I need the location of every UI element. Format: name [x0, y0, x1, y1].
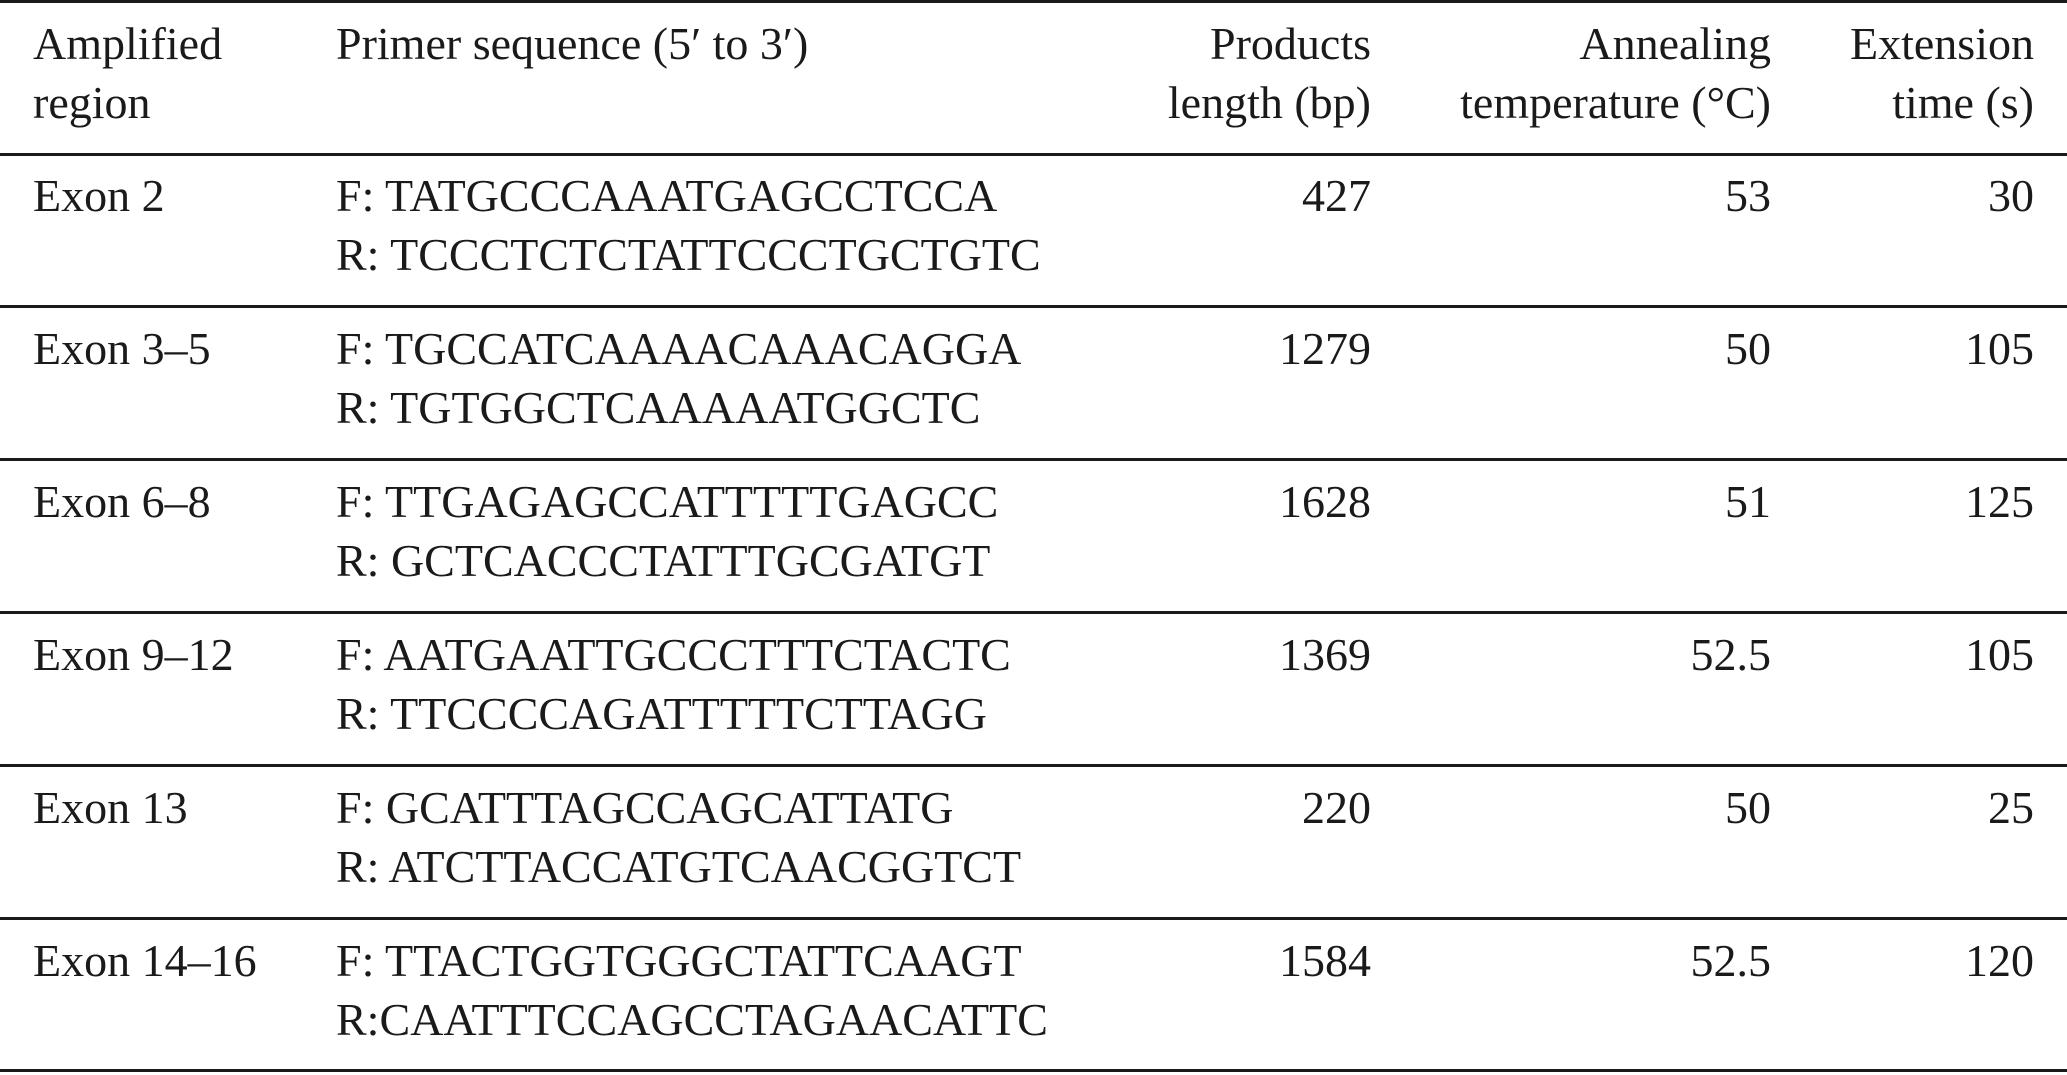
table-bottom-rule	[0, 1069, 2067, 1072]
row-0-region: Exon 2	[33, 170, 165, 221]
table-top-rule	[0, 0, 2067, 3]
row-rule	[0, 458, 2067, 461]
forward-primer: F: TATGCCCAAATGAGCCTCCA	[336, 170, 998, 221]
row-1-primers: F: TGCCATCAAAACAAACAGGA R: TGTGGCTCAAAAA…	[336, 319, 1021, 437]
reverse-primer: R: TCCCTCTCTATTCCCTGCTGTC	[336, 229, 1041, 280]
row-0-primers: F: TATGCCCAAATGAGCCTCCA R: TCCCTCTCTATTC…	[336, 166, 1041, 284]
header-region: Amplified region	[33, 18, 223, 128]
row-rule	[0, 917, 2067, 920]
reverse-primer: R: GCTCACCCTATTTGCGATGT	[336, 535, 991, 586]
row-3-length: 1369	[1279, 629, 1371, 680]
row-rule	[0, 305, 2067, 308]
row-2-region: Exon 6–8	[33, 476, 211, 527]
header-length: Products length (bp)	[1167, 18, 1371, 128]
reverse-primer: R: TGTGGCTCAAAAATGGCTC	[336, 382, 981, 433]
row-4-primers: F: GCATTTAGCCAGCATTATG R: ATCTTACCATGTCA…	[336, 778, 1021, 896]
row-5-length: 1584	[1279, 935, 1371, 986]
row-3-primers: F: AATGAATTGCCCTTTCTACTC R: TTCCCCAGATTT…	[336, 625, 1011, 743]
row-1-length: 1279	[1279, 323, 1371, 374]
row-0-annealing: 53	[1725, 170, 1771, 221]
forward-primer: F: TTGAGAGCCATTTTTGAGCC	[336, 476, 999, 527]
row-4-length: 220	[1302, 782, 1371, 833]
row-5-extension: 120	[1965, 935, 2034, 986]
forward-primer: F: GCATTTAGCCAGCATTATG	[336, 782, 954, 833]
row-2-primers: F: TTGAGAGCCATTTTTGAGCC R: GCTCACCCTATTT…	[336, 472, 998, 590]
row-2-annealing: 51	[1725, 476, 1771, 527]
row-4-region: Exon 13	[33, 782, 188, 833]
row-2-length: 1628	[1279, 476, 1371, 527]
reverse-primer: R: TTCCCCAGATTTTTCTTAGG	[336, 688, 987, 739]
header-primer: Primer sequence (5′ to 3′)	[336, 18, 809, 69]
row-5-region: Exon 14–16	[33, 935, 257, 986]
forward-primer: F: TTACTGGTGGGCTATTCAAGT	[336, 935, 1022, 986]
header-annealing: Annealing temperature (°C)	[1460, 18, 1771, 128]
header-extension: Extension time (s)	[1850, 18, 2034, 128]
row-5-primers: F: TTACTGGTGGGCTATTCAAGT R:CAATTTCCAGCCT…	[336, 931, 1048, 1049]
row-3-extension: 105	[1965, 629, 2034, 680]
row-1-extension: 105	[1965, 323, 2034, 374]
row-1-annealing: 50	[1725, 323, 1771, 374]
header-rule	[0, 153, 2067, 156]
row-0-extension: 30	[1988, 170, 2034, 221]
row-3-region: Exon 9–12	[33, 629, 234, 680]
row-5-annealing: 52.5	[1690, 935, 1772, 986]
forward-primer: F: TGCCATCAAAACAAACAGGA	[336, 323, 1022, 374]
reverse-primer: R:CAATTTCCAGCCTAGAACATTC	[336, 994, 1048, 1045]
forward-primer: F: AATGAATTGCCCTTTCTACTC	[336, 629, 1011, 680]
row-0-length: 427	[1302, 170, 1371, 221]
row-3-annealing: 52.5	[1690, 629, 1772, 680]
row-1-region: Exon 3–5	[33, 323, 211, 374]
row-2-extension: 125	[1965, 476, 2034, 527]
row-rule	[0, 611, 2067, 614]
row-4-annealing: 50	[1725, 782, 1771, 833]
row-rule	[0, 764, 2067, 767]
reverse-primer: R: ATCTTACCATGTCAACGGTCT	[336, 841, 1022, 892]
row-4-extension: 25	[1988, 782, 2034, 833]
